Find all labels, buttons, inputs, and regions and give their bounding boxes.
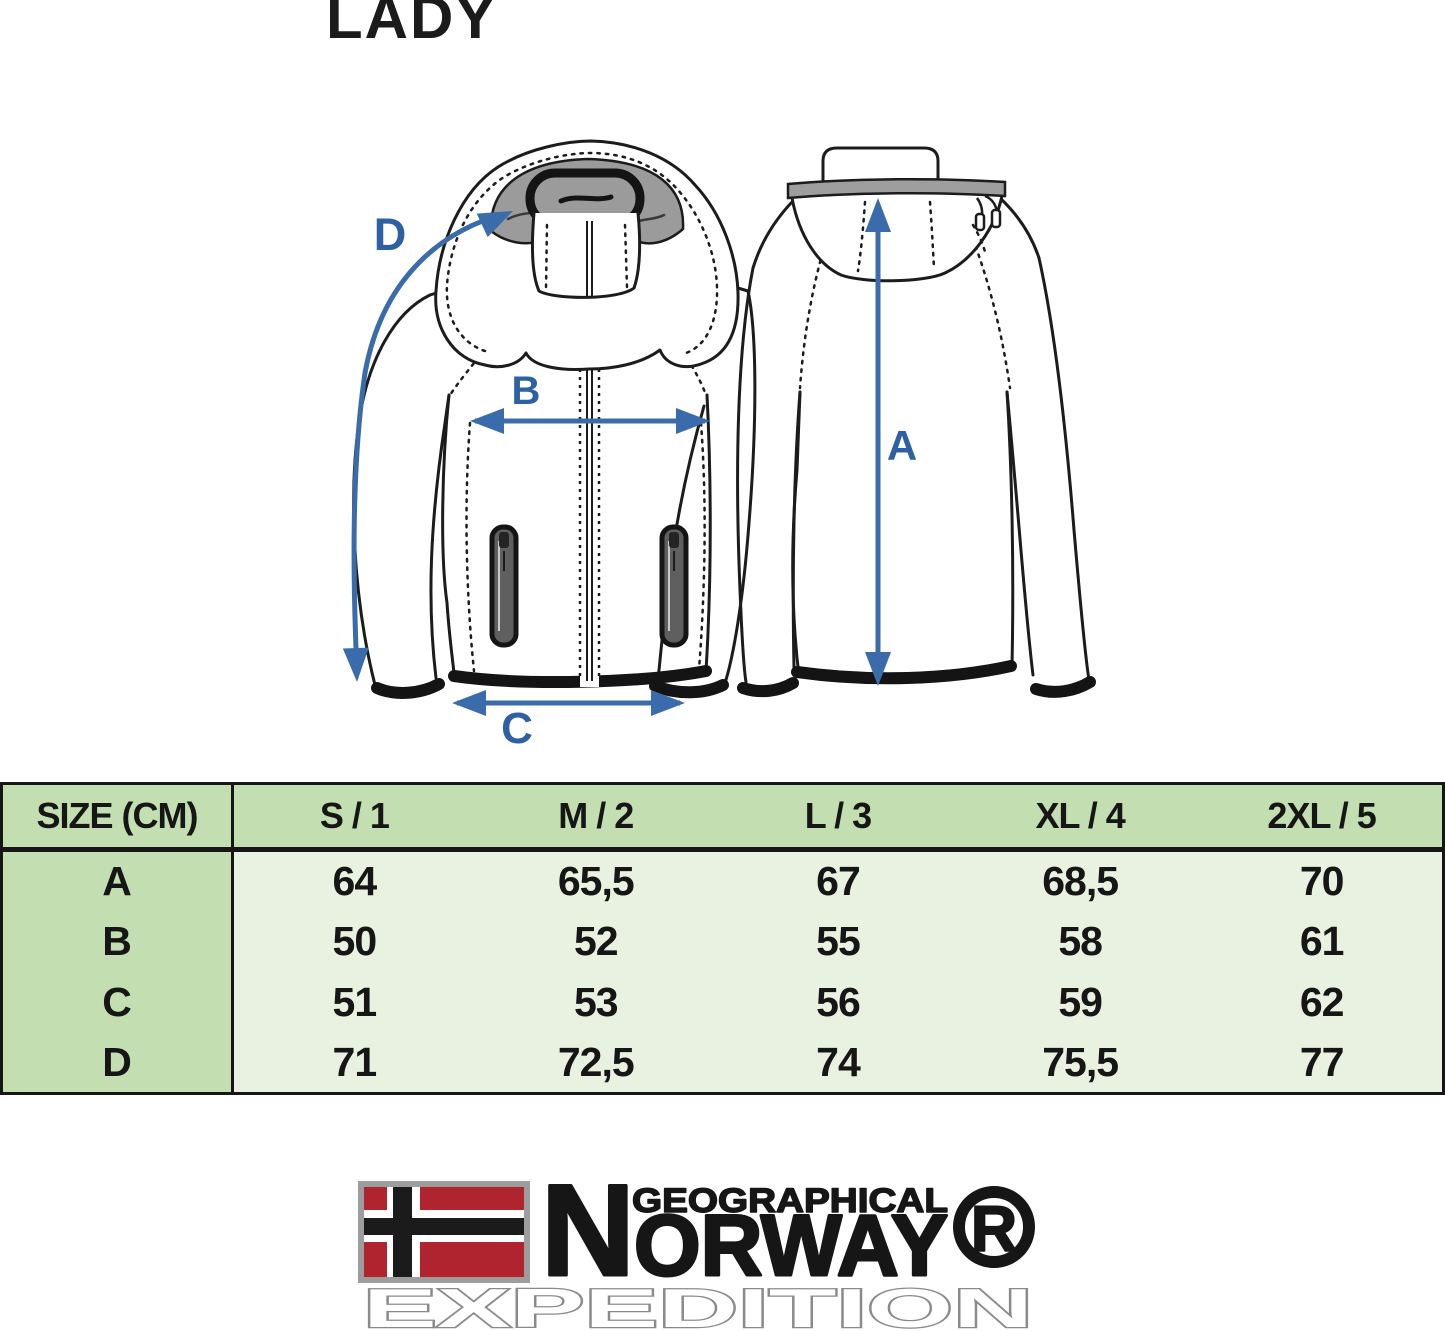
logo-orway-text: ORWAY xyxy=(634,1198,948,1294)
label-a: A xyxy=(887,422,917,469)
label-d: D xyxy=(374,209,407,260)
cell-a-l: 67 xyxy=(716,849,960,911)
cell-a-m: 65,5 xyxy=(474,849,717,911)
geographical-norway-logo: N GEOGRAPHICAL ORWAY R EXPEDITION xyxy=(358,1176,1035,1331)
header-size-cm: SIZE (CM) xyxy=(1,783,234,852)
measurement-arrow-d: D xyxy=(342,199,519,683)
cell-d-m: 72,5 xyxy=(474,1032,717,1094)
zipper-hem-gap xyxy=(580,663,599,687)
jacket-back-body xyxy=(736,196,1096,698)
cell-d-s: 71 xyxy=(232,1032,475,1094)
logo-geographical-text: GEOGRAPHICAL xyxy=(632,1182,948,1220)
cell-a-2xl: 70 xyxy=(1201,849,1444,911)
cell-b-m: 52 xyxy=(474,910,717,972)
cell-d-xl: 75,5 xyxy=(959,1032,1202,1094)
size-table: SIZE (CM) S / 1 M / 2 L / 3 XL / 4 2XL /… xyxy=(0,782,1445,1095)
cell-d-2xl: 77 xyxy=(1201,1032,1444,1094)
cell-d-l: 74 xyxy=(716,1032,960,1094)
cell-a-s: 64 xyxy=(232,849,475,911)
jacket-front-collar xyxy=(525,168,645,299)
table-row-b: B 50 52 55 58 61 xyxy=(1,910,1444,972)
jacket-front-body xyxy=(352,257,757,699)
table-row-c: C 51 53 56 59 62 xyxy=(1,971,1444,1033)
hood-toggles xyxy=(974,194,1002,232)
header-size-2xl: 2XL / 5 xyxy=(1201,783,1444,852)
table-row-d: D 71 72,5 74 75,5 77 xyxy=(1,1032,1444,1094)
row-label-c: C xyxy=(1,971,234,1033)
registered-letter: R xyxy=(971,1193,1017,1265)
jacket-front-view-diagram: B C D xyxy=(342,139,757,747)
cell-c-s: 51 xyxy=(232,971,475,1033)
cell-b-xl: 58 xyxy=(959,910,1202,972)
row-label-d: D xyxy=(1,1032,234,1094)
norway-flag-icon xyxy=(358,1181,530,1283)
front-right-pocket xyxy=(659,524,689,648)
label-b: B xyxy=(512,369,541,413)
size-table-header-row: SIZE (CM) S / 1 M / 2 L / 3 XL / 4 2XL /… xyxy=(1,783,1444,852)
jacket-back-view-diagram: A xyxy=(736,146,1096,698)
measurement-arrow-a: A xyxy=(865,198,917,686)
table-row-a: A 64 65,5 67 68,5 70 xyxy=(1,849,1444,911)
front-left-pocket xyxy=(489,524,519,648)
logo-expedition-text: EXPEDITION xyxy=(363,1277,1033,1331)
page-title: LADY xyxy=(326,0,498,51)
cell-c-m: 53 xyxy=(474,971,717,1033)
cell-c-2xl: 62 xyxy=(1201,971,1444,1033)
header-size-s: S / 1 xyxy=(232,783,475,852)
header-size-l: L / 3 xyxy=(716,783,960,852)
hood-seam-band xyxy=(786,177,1007,200)
row-label-b: B xyxy=(1,910,234,972)
jacket-back-hood xyxy=(786,146,1007,283)
measurement-arrow-c: C xyxy=(452,690,685,747)
cell-b-l: 55 xyxy=(716,910,960,972)
registered-trademark-icon: R xyxy=(953,1186,1035,1268)
header-size-xl: XL / 4 xyxy=(959,783,1202,852)
label-c: C xyxy=(501,704,533,747)
row-label-a: A xyxy=(1,849,234,911)
cell-b-2xl: 61 xyxy=(1201,910,1444,972)
logo-letter-n: N xyxy=(541,1176,635,1303)
cell-c-l: 56 xyxy=(716,971,960,1033)
measurement-arrow-b: B xyxy=(470,369,710,434)
cell-c-xl: 59 xyxy=(959,971,1202,1033)
header-size-m: M / 2 xyxy=(474,783,717,852)
cell-a-xl: 68,5 xyxy=(959,849,1202,911)
cell-b-s: 50 xyxy=(232,910,475,972)
